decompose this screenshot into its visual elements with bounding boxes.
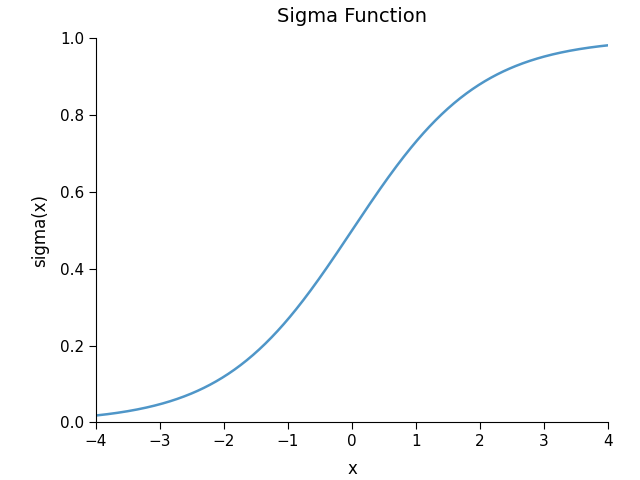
X-axis label: x: x — [347, 460, 357, 478]
Title: Sigma Function: Sigma Function — [277, 7, 427, 26]
Y-axis label: sigma(x): sigma(x) — [31, 194, 49, 267]
